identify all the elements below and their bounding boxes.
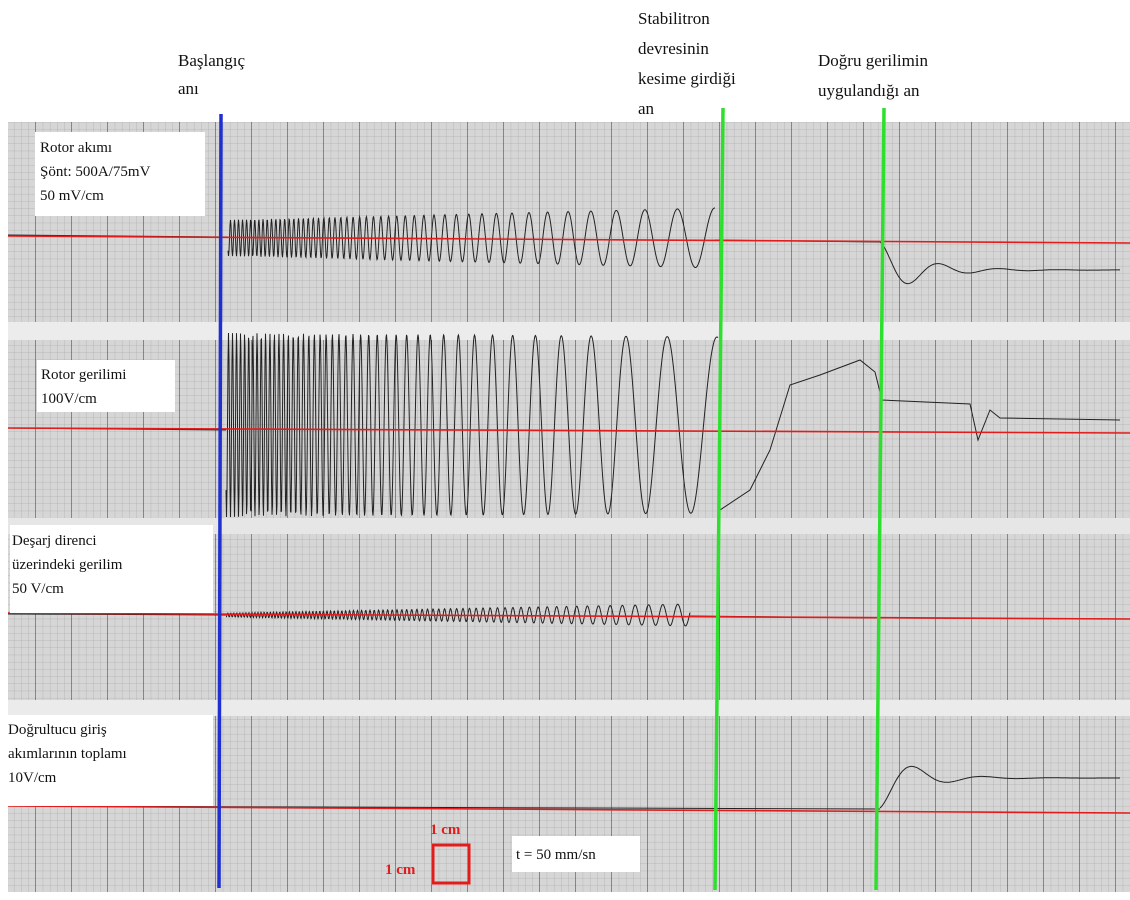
channel-label: Şönt: 500A/75mV [40, 164, 151, 180]
scale-label: 1 cm [430, 822, 461, 838]
annotation: Doğru gerilimin [818, 51, 929, 70]
annotation: Stabilitron [638, 9, 710, 28]
annotation: uygulandığı an [818, 81, 920, 100]
channel-label: 50 mV/cm [40, 188, 104, 204]
channel-label: Doğrultucu giriş [8, 722, 107, 738]
channel-label: Rotor akımı [40, 140, 112, 156]
channel-label: 10V/cm [8, 770, 57, 786]
start-marker [219, 114, 221, 888]
annotation: devresinin [638, 39, 709, 58]
channel-label: akımlarının toplamı [8, 746, 127, 762]
annotation: Başlangıç [178, 51, 245, 70]
oscillogram-page: Başlangıç anı Stabilitron devresinin kes… [0, 0, 1130, 900]
annotation: an [638, 99, 655, 118]
channel-label: 50 V/cm [12, 581, 64, 597]
annotation: kesime girdiği [638, 69, 736, 88]
channel-label: Deşarj direnci [12, 533, 97, 549]
channel-label: Rotor gerilimi [41, 367, 126, 383]
scale-label: 1 cm [385, 862, 416, 878]
channel-label: 100V/cm [41, 391, 97, 407]
channel-label: üzerindeki gerilim [12, 557, 123, 573]
annotation: anı [178, 79, 199, 98]
speed-label: t = 50 mm/sn [516, 847, 596, 863]
